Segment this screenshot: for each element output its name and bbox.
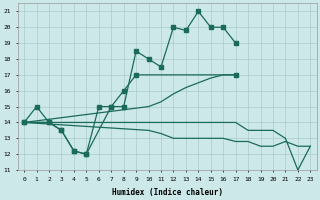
X-axis label: Humidex (Indice chaleur): Humidex (Indice chaleur)	[112, 188, 223, 197]
